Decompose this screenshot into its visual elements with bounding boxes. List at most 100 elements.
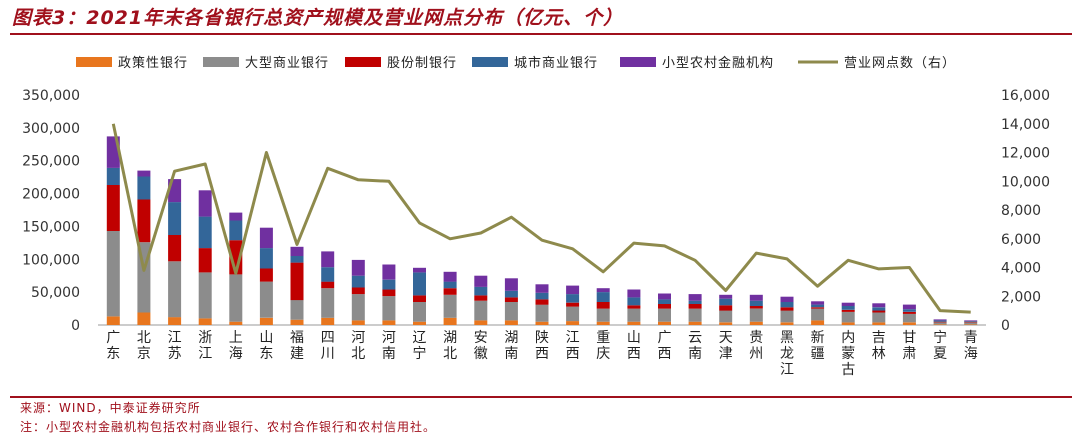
bar-segment [627,289,641,298]
bar-segment [413,321,426,325]
bar-segment [382,289,396,297]
bar-segment [719,310,733,323]
x-tick-label: 山西 [627,330,641,362]
y-axis-left: 0 50,000 100,000 150,000 200,000 250,000 300,0… [22,88,80,334]
bar-segment [933,319,947,321]
legend-swatch [472,57,508,67]
bar-segment [811,308,825,321]
bar-segment [627,321,641,325]
legend-label: 大型商业银行 [245,56,329,71]
x-tick-label: 河北 [351,330,365,362]
bar-segment [780,310,794,323]
x-tick-label: 内蒙古 [841,330,855,378]
bar-segment [566,302,580,307]
bar-segment [198,272,212,319]
bar-segment [566,306,580,322]
x-tick-label: 甘肃 [902,330,916,362]
bar-segment [780,307,794,311]
bar-segment [841,322,855,325]
bar-segment [841,302,855,306]
x-tick-label: 宁夏 [933,329,947,362]
bar-segment [902,313,916,323]
y-tick-right: 4,000 [1001,261,1041,277]
bar-segment [872,322,886,325]
bar-segment [351,287,365,295]
bar-segment [688,321,702,325]
bar-segment [351,275,365,288]
x-tick-label: 云南 [688,330,702,362]
legend-label: 政策性银行 [118,55,188,71]
legend-swatch [76,57,112,67]
x-tick-label: 辽宁 [413,330,427,362]
x-tick-label: 湖南 [504,330,518,362]
bar-segment [168,317,182,325]
bar-segment [106,167,120,185]
bar-segment [198,216,212,249]
bar-segment [474,320,488,325]
bar-segment [413,267,426,273]
bar-segment [290,262,304,301]
bar-segment [933,320,947,322]
bar-segment [259,248,273,269]
bar-segment [933,321,947,323]
bar-segment [351,320,365,325]
x-tick-label: 安徽 [474,330,488,362]
bar-segment [443,294,457,318]
bar-segment [198,248,212,273]
bar-segment [382,296,396,321]
x-tick-label: 江苏 [168,330,182,362]
bar-segment [504,290,518,298]
bar-segment [290,246,304,256]
x-tick-label: 上海 [229,330,243,362]
source-note: 来源：WIND，中泰证券研究所 [20,401,201,415]
y-tick-left: 150,000 [22,219,80,235]
y-axis-right: 0 2,000 4,000 6,000 8,000 10,000 12,000 14,000 1… [1001,88,1050,334]
bar-segment [168,261,182,318]
bar-segment [106,231,120,317]
line-series [111,123,971,314]
bar-segment [749,321,763,325]
bar-segment [719,294,733,299]
bar-segment [321,251,335,268]
x-tick-label: 山东 [259,330,273,362]
bar-segment [413,302,426,322]
y-tick-right: 2,000 [1001,289,1041,305]
x-tick-label: 浙江 [198,330,212,362]
footer-rule [10,396,1072,398]
bar-segment [535,299,549,305]
bar-segment [566,294,580,303]
bar-segment [749,305,763,309]
bar-segment [321,281,335,289]
bar-segment [351,294,365,321]
y-tick-left: 300,000 [22,121,80,137]
branch-count-line [111,123,971,314]
bar-segment [504,302,518,321]
x-tick-label: 湖北 [443,330,457,362]
bar-segment [596,288,610,293]
x-tick-label: 北京 [137,330,151,362]
bar-segment [811,301,825,305]
y-tick-right: 14,000 [1001,117,1050,133]
bar-segment [658,308,671,322]
bar-segment [811,320,825,325]
bar-segment [658,293,671,300]
bar-segment [535,292,549,300]
y-tick-left: 350,000 [22,88,80,104]
bar-segment [137,176,151,200]
y-tick-left: 0 [71,318,80,334]
bar-segment [596,302,610,309]
bar-segment [259,317,273,325]
bar-segment [290,300,304,320]
bar-segment [259,268,273,282]
bar-segment [719,322,733,325]
bar-segment [811,304,825,308]
y-tick-right: 8,000 [1001,203,1041,219]
bar-segment [443,288,457,295]
y-tick-left: 100,000 [22,252,80,268]
bar-segment [168,235,182,262]
bar-segment [749,308,763,322]
bar-segment [474,300,488,321]
x-axis-labels: 广东北京江苏浙江上海山东福建四川河北河南辽宁湖北安徽湖南陕西江西重庆山西广西云南… [106,329,977,378]
x-tick-label: 新疆 [811,330,825,362]
legend-swatch [620,57,656,67]
